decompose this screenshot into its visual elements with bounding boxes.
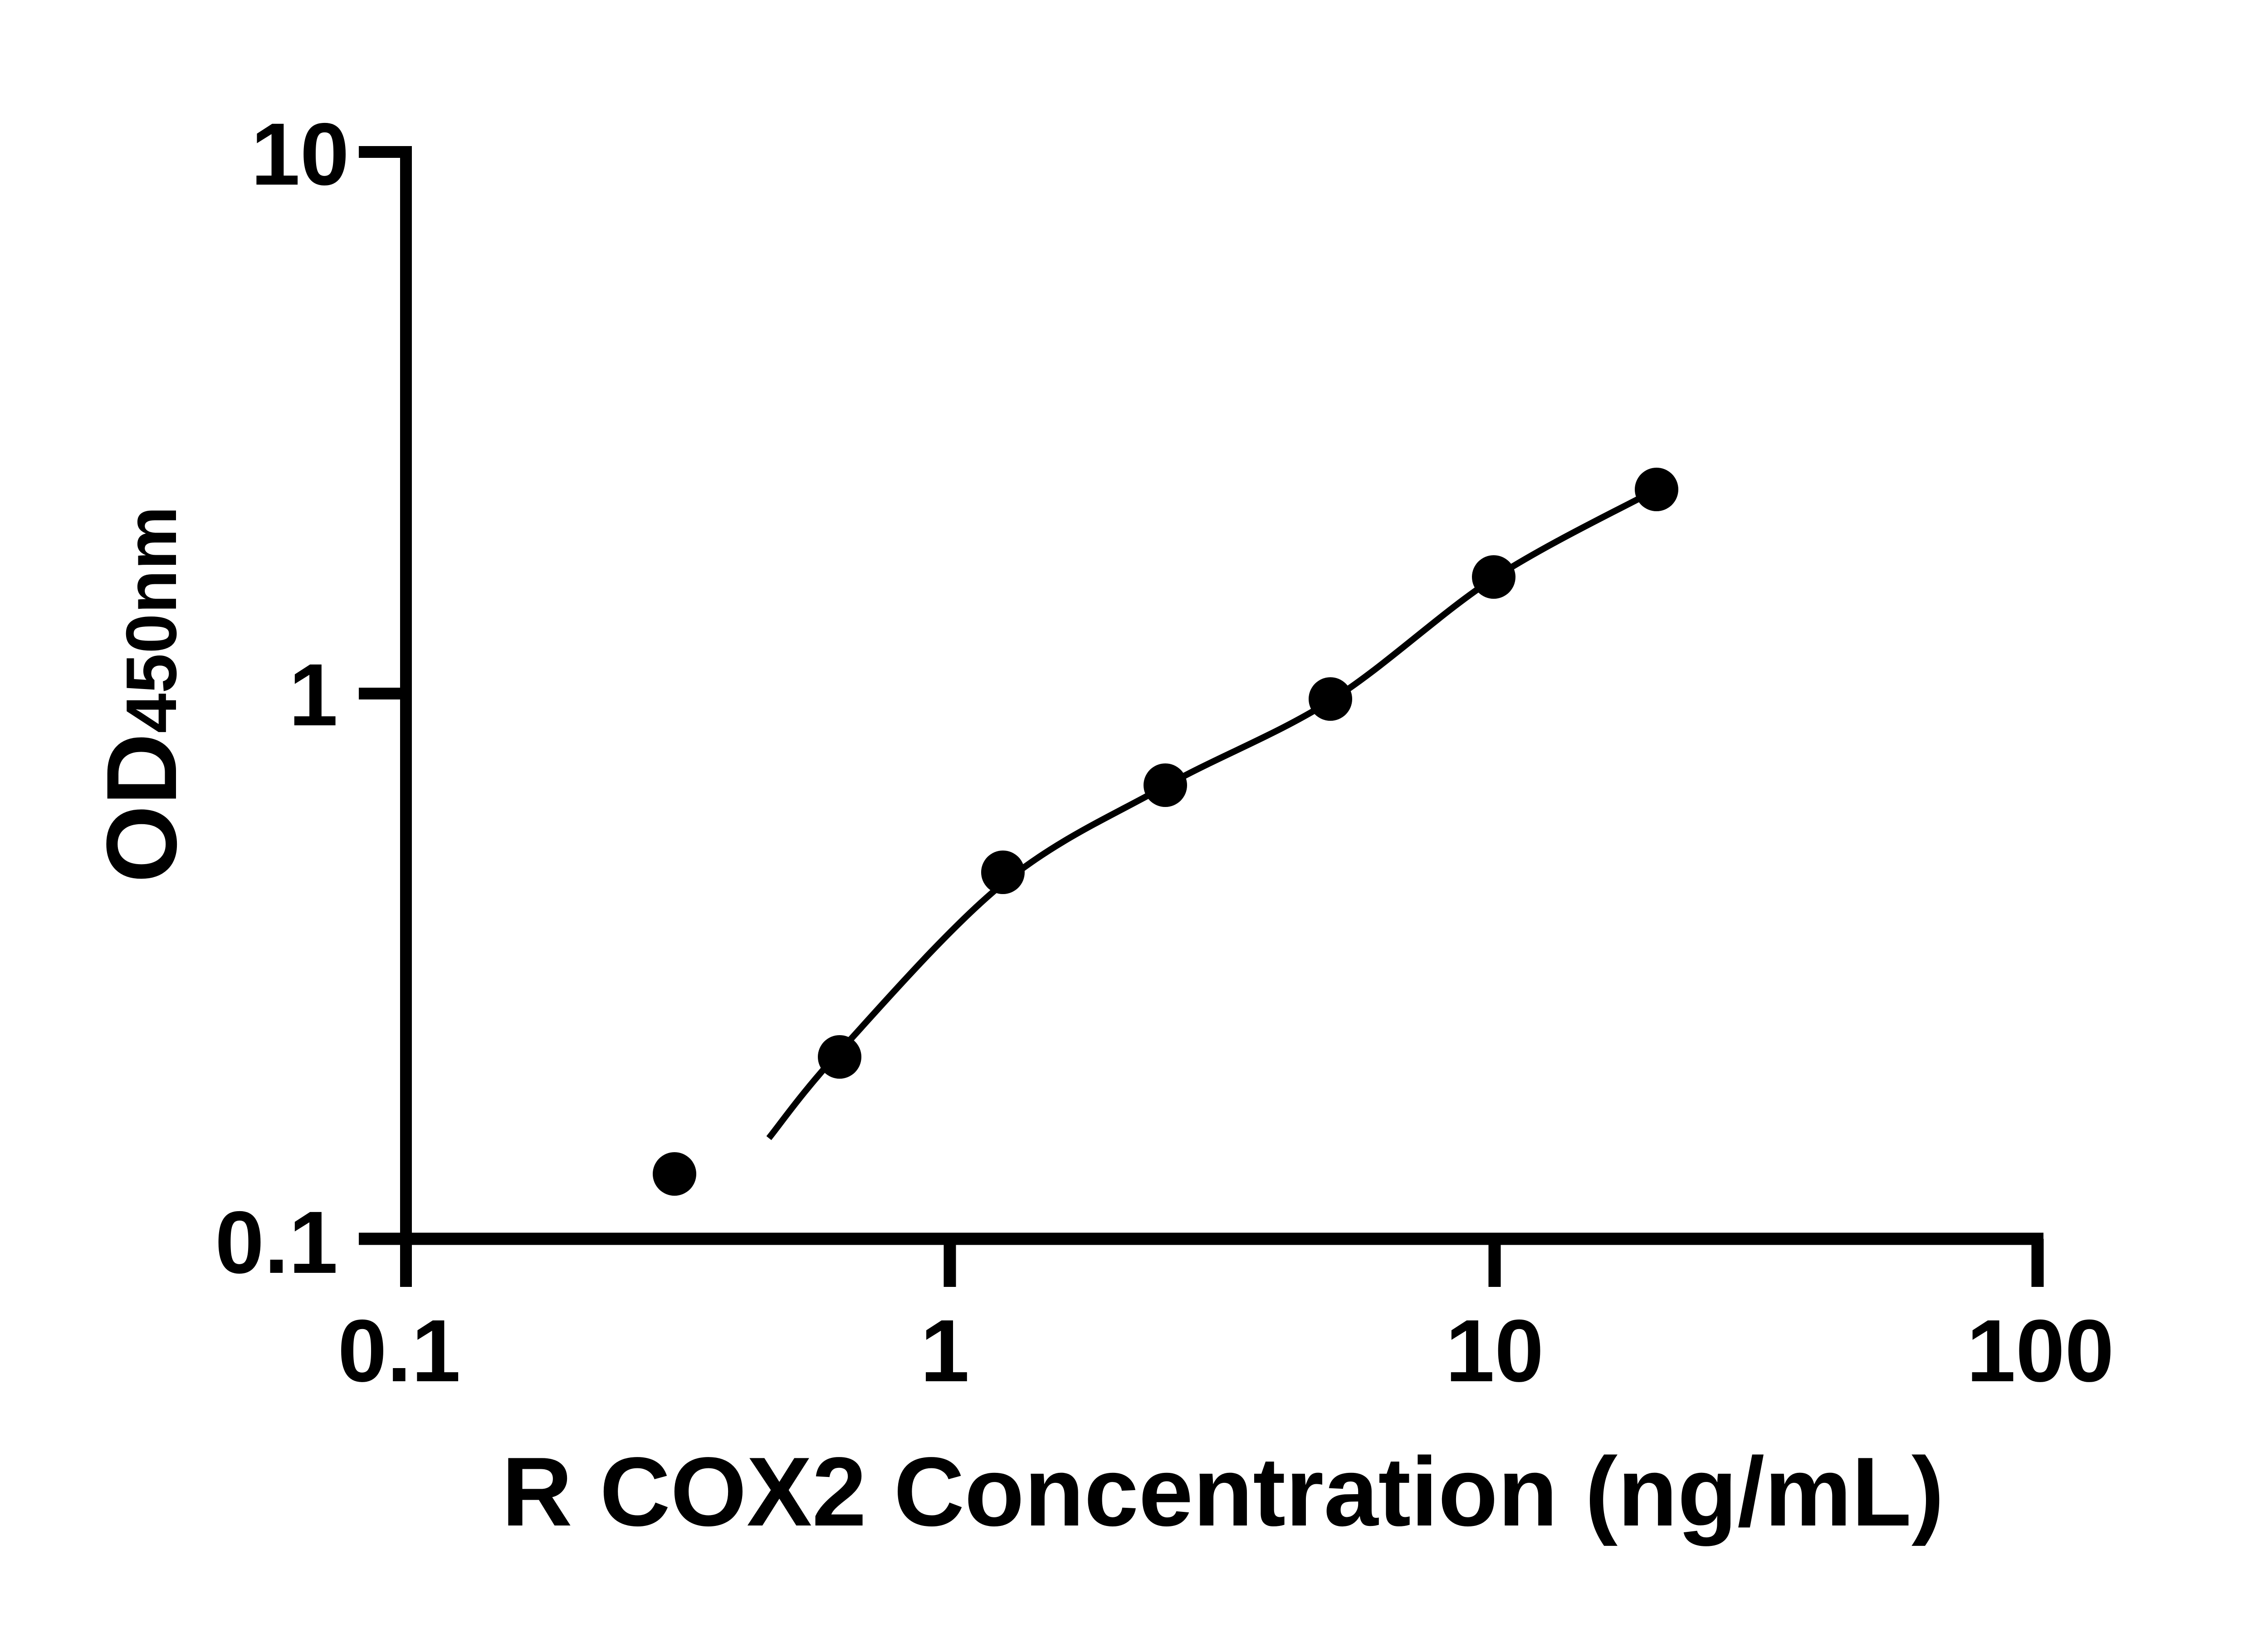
- svg-text:10: 10: [1446, 1301, 1544, 1400]
- svg-text:R COX2 Concentration (ng/mL): R COX2 Concentration (ng/mL): [502, 1437, 1944, 1546]
- svg-text:10: 10: [251, 105, 349, 204]
- svg-text:0.1: 0.1: [337, 1301, 460, 1400]
- svg-text:100: 100: [1966, 1301, 2114, 1400]
- svg-text:0.1: 0.1: [215, 1193, 338, 1292]
- svg-text:1: 1: [289, 645, 338, 744]
- svg-text:1: 1: [920, 1301, 969, 1400]
